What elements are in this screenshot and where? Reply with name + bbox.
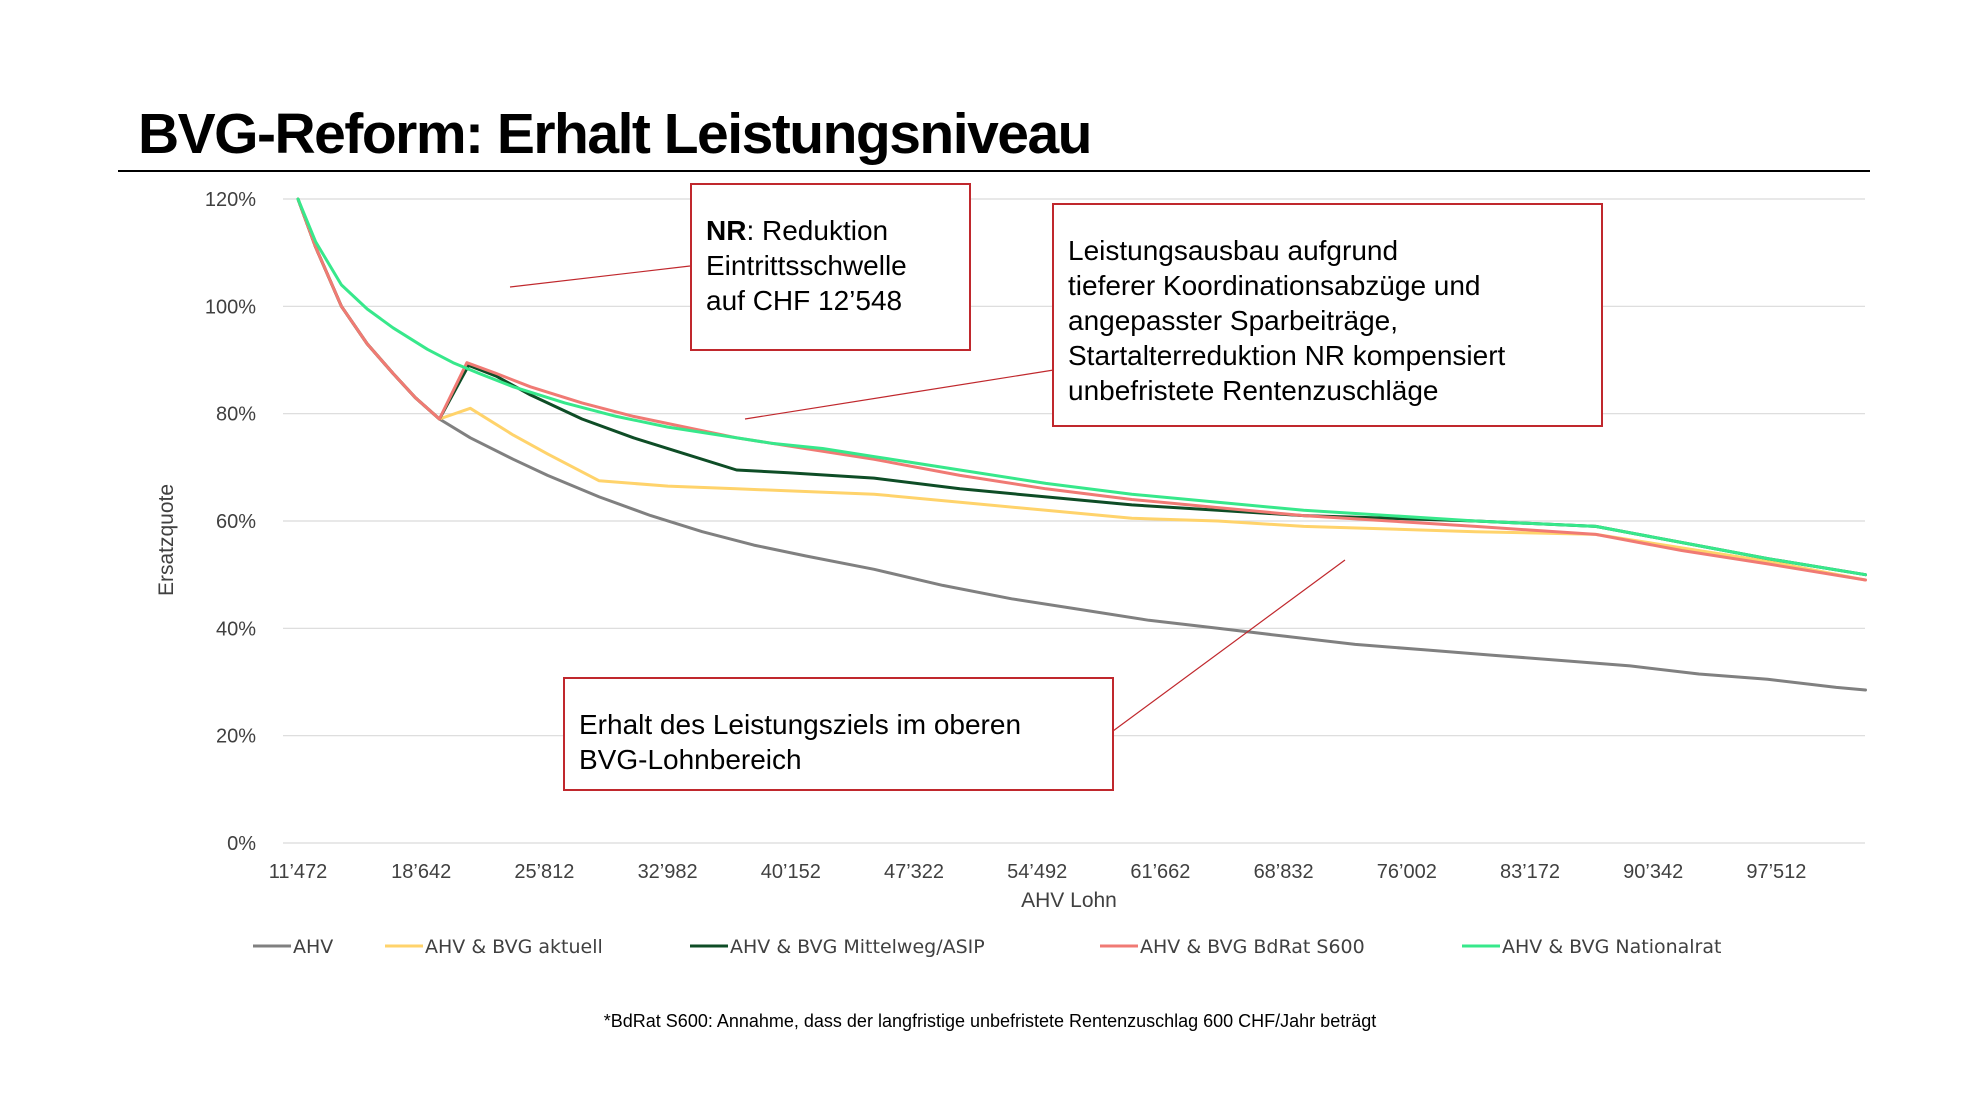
y-tick-label: 120% xyxy=(205,189,256,211)
callout-nr-line-1-rest: : Reduktion xyxy=(746,215,889,246)
x-axis-title: AHV Lohn xyxy=(1021,889,1117,912)
callout-nr-bold: NR xyxy=(706,215,747,246)
callout-erhalt-line-1: Erhalt des Leistungsziels im oberen xyxy=(579,709,1022,740)
x-tick-label: 61’662 xyxy=(1130,861,1190,883)
callout-erhalt-leistungsziel: Erhalt des Leistungsziels im oberen BVG-… xyxy=(563,677,1114,791)
footnote: *BdRat S600: Annahme, dass der langfrist… xyxy=(603,1011,1377,1031)
x-tick-label: 11’472 xyxy=(269,861,328,883)
y-tick-labels: 0% 20% 40% 60% 80% 100% 120% xyxy=(205,189,256,855)
x-tick-label: 25’812 xyxy=(514,861,574,883)
page-title: BVG-Reform: Erhalt Leistungsniveau xyxy=(138,102,1093,166)
y-axis-title: Ersatzquote xyxy=(155,484,178,596)
legend-label: AHV & BVG aktuell xyxy=(425,936,603,958)
y-tick-label: 20% xyxy=(216,726,256,748)
leader-line-erhalt xyxy=(1112,559,1346,732)
series-line-4 xyxy=(296,197,1867,577)
callout-leader-lines xyxy=(509,265,1346,732)
x-tick-label: 90’342 xyxy=(1623,861,1683,883)
callout-nr-line-1: NR: Reduktion xyxy=(706,213,955,248)
x-tick-label: 32’982 xyxy=(638,861,698,883)
leader-line-nr xyxy=(509,265,691,288)
x-tick-label: 97’512 xyxy=(1746,861,1806,883)
callout-ausbau-line-1: Leistungsausbau aufgrund xyxy=(1068,235,1399,266)
callout-nr-eintrittsschwelle: NR: Reduktion Eintrittsschwelle auf CHF … xyxy=(690,183,971,351)
callout-ausbau-line-5: unbefristete Rentenzuschläge xyxy=(1068,375,1439,406)
x-tick-labels: 11’472 18’642 25’812 32’982 40’152 47’322 54’4… xyxy=(269,861,1807,883)
callout-leistungsausbau: Leistungsausbau aufgrund tieferer Koordi… xyxy=(1052,203,1603,427)
x-tick-label: 40’152 xyxy=(761,861,821,883)
x-tick-label: 47’322 xyxy=(884,861,944,883)
series-lines xyxy=(296,197,1867,692)
x-tick-label: 18’642 xyxy=(391,861,451,883)
callout-ausbau-line-3: angepasster Sparbeiträge, xyxy=(1068,305,1398,336)
legend-label: AHV & BVG BdRat S600 xyxy=(1140,936,1365,958)
x-tick-label: 76’002 xyxy=(1377,861,1437,883)
legend: AHV AHV & BVG aktuell AHV & BVG Mittelweg/… xyxy=(253,936,1721,958)
title-divider xyxy=(118,170,1870,172)
x-tick-label: 54’492 xyxy=(1007,861,1067,883)
y-tick-label: 100% xyxy=(205,296,256,318)
callout-ausbau-line-4: Startalterreduktion NR kompensiert xyxy=(1068,340,1506,371)
leader-line-ausbau xyxy=(744,368,1061,420)
y-tick-label: 40% xyxy=(216,618,256,640)
callout-erhalt-line-2: BVG-Lohnbereich xyxy=(579,744,802,775)
x-tick-label: 68’832 xyxy=(1254,861,1314,883)
legend-label: AHV & BVG Nationalrat xyxy=(1502,936,1721,958)
y-tick-label: 60% xyxy=(216,511,256,533)
callout-nr-line-3: auf CHF 12’548 xyxy=(706,285,903,316)
callout-ausbau-line-2: tieferer Koordinationsabzüge und xyxy=(1068,270,1481,301)
legend-label: AHV xyxy=(293,936,333,958)
legend-label: AHV & BVG Mittelweg/ASIP xyxy=(730,936,985,958)
callout-nr-line-2: Eintrittsschwelle xyxy=(706,250,907,281)
y-tick-label: 0% xyxy=(227,833,256,855)
y-tick-label: 80% xyxy=(216,404,256,426)
x-tick-label: 83’172 xyxy=(1500,861,1560,883)
